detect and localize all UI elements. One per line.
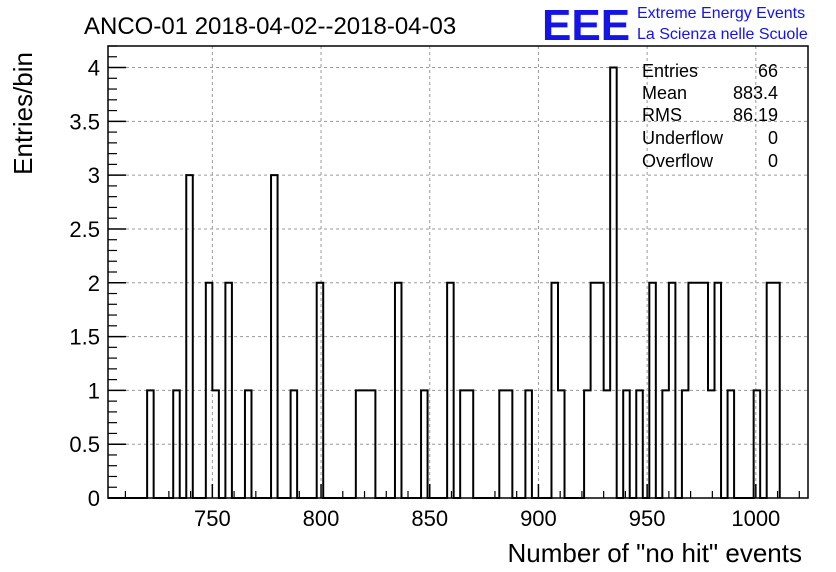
y-tick-label: 1 [88,378,100,403]
stats-entries-value: 66 [758,61,778,81]
y-tick-label: 0 [88,486,100,511]
x-tick-label: 750 [194,506,231,531]
y-tick-label: 2 [88,271,100,296]
eee-logo: EEE Extreme Energy Events La Scienza nel… [542,1,808,50]
chart-title: ANCO-01 2018-04-02--2018-04-03 [84,13,456,40]
eee-logo-line2: La Scienza nelle Scuole [637,26,808,43]
y-tick-label: 3 [88,163,100,188]
y-tick-label: 0.5 [69,432,100,457]
x-tick-label: 1000 [731,506,780,531]
axis-layer: 750 800 850 900 950 1000 0 0.5 1 1.5 2 2.5 3 3.5 4 [69,45,809,531]
stats-rms-label: RMS [642,105,682,125]
y-tick-label: 1.5 [69,325,100,350]
x-tick-label: 850 [411,506,448,531]
y-axis-label: Entries/bin [8,52,38,175]
histogram-line [108,66,781,499]
eee-logo-mark: EEE [542,1,630,50]
x-tick-label: 900 [520,506,557,531]
y-tick-label: 3.5 [69,109,100,134]
y-tick-label: 4 [88,56,100,81]
y-tick-label: 2.5 [69,217,100,242]
stats-underflow-value: 0 [768,128,778,148]
histogram-layer [108,66,781,499]
eee-logo-line1: Extreme Energy Events [637,5,805,22]
stats-overflow-label: Overflow [642,151,714,171]
stats-mean-label: Mean [642,83,687,103]
stats-rms-value: 86.19 [733,105,778,125]
x-tick-label: 950 [629,506,666,531]
x-tick-label: 800 [303,506,340,531]
stats-overflow-value: 0 [768,151,778,171]
stats-box: Entries 66 Mean 883.4 RMS 86.19 Underflo… [642,61,778,171]
stats-underflow-label: Underflow [642,128,724,148]
stats-mean-value: 883.4 [733,83,778,103]
grid-layer [108,46,808,498]
plot-frame [107,45,809,499]
stats-entries-label: Entries [642,61,698,81]
x-axis-label: Number of "no hit" events [508,538,803,568]
